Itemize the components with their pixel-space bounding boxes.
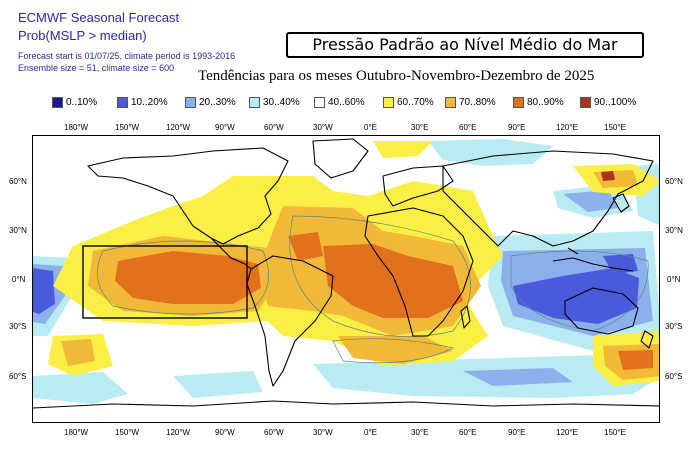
- legend-label: 20..30%: [199, 97, 236, 108]
- lon-label: 120°E: [556, 123, 578, 132]
- lon-label: 120°E: [556, 428, 578, 437]
- lon-label: 30°E: [411, 428, 429, 437]
- lon-label: 150°W: [115, 123, 140, 132]
- map-subtitle: Tendências para os meses Outubro-Novembr…: [198, 68, 595, 84]
- legend-label: 40..60%: [328, 97, 365, 108]
- legend-label: 90..100%: [594, 97, 637, 108]
- legend-swatch: [580, 97, 591, 108]
- legend-label: 0..10%: [66, 97, 98, 108]
- legend-swatch: [185, 97, 196, 108]
- legend-label: 60..70%: [397, 97, 434, 108]
- prob-band-30-40: [173, 371, 263, 398]
- lon-label: 180°W: [64, 123, 89, 132]
- probability-legend: 0..10% 10..20% 20..30% 30..40% 40..60% 6…: [52, 96, 652, 110]
- lat-label: 0°N: [667, 275, 681, 284]
- prob-band-60-70: [373, 141, 433, 158]
- prob-band-10-20: [603, 254, 638, 274]
- lat-label: 30°N: [665, 226, 683, 235]
- lon-label: 30°W: [313, 428, 333, 437]
- map-canvas: [33, 138, 659, 409]
- lon-label: 180°W: [64, 428, 89, 437]
- lon-label: 150°E: [604, 123, 626, 132]
- legend-swatch: [117, 97, 128, 108]
- lon-label: 120°W: [166, 428, 191, 437]
- lat-label: 0°N: [12, 275, 26, 284]
- legend-swatch: [314, 97, 325, 108]
- legend-label: 80..90%: [527, 97, 564, 108]
- lon-label: 60°E: [459, 428, 477, 437]
- prob-band-80-90: [115, 251, 261, 304]
- legend-swatch: [445, 97, 456, 108]
- lat-label: 60°N: [665, 177, 683, 186]
- legend-label: 10..20%: [131, 97, 168, 108]
- lon-label: 0°E: [364, 123, 377, 132]
- lon-label: 120°W: [166, 123, 191, 132]
- prob-band-90-100: [601, 171, 615, 181]
- prob-band-20-30: [563, 190, 618, 212]
- lon-label: 30°W: [313, 123, 333, 132]
- legend-swatch: [52, 97, 63, 108]
- lon-label: 90°E: [508, 123, 526, 132]
- lat-label: 30°N: [9, 226, 27, 235]
- lat-label: 60°N: [9, 177, 27, 186]
- header-forecast-start: Forecast start is 01/07/25, climate peri…: [18, 51, 236, 61]
- prob-band-30-40: [428, 139, 553, 166]
- lon-label: 150°W: [115, 428, 140, 437]
- prob-band-80-90: [288, 232, 323, 261]
- prob-band-30-40: [33, 372, 128, 404]
- highlight-region-box: [82, 245, 248, 319]
- legend-label: 30..40%: [263, 97, 300, 108]
- legend-label: 70..80%: [459, 97, 496, 108]
- legend-swatch: [249, 97, 260, 108]
- lat-label: 30°S: [665, 322, 683, 331]
- legend-swatch: [513, 97, 524, 108]
- lat-label: 60°S: [9, 372, 27, 381]
- contour-lines: [97, 215, 649, 364]
- lat-label: 60°S: [665, 372, 683, 381]
- lon-label: 30°E: [411, 123, 429, 132]
- prob-band-10-20: [33, 268, 55, 314]
- header-model-title: ECMWF Seasonal Forecast: [18, 10, 180, 25]
- prob-band-80-90: [618, 350, 653, 370]
- map-title: Pressão Padrão ao Nível Médio do Mar: [286, 32, 644, 58]
- lat-label: 30°S: [9, 322, 27, 331]
- lon-label: 60°E: [459, 123, 477, 132]
- lon-label: 60°W: [264, 428, 284, 437]
- lon-label: 90°W: [215, 123, 235, 132]
- prob-band-70-80: [61, 339, 95, 366]
- lon-label: 90°E: [508, 428, 526, 437]
- lon-label: 60°W: [264, 123, 284, 132]
- lon-label: 0°E: [364, 428, 377, 437]
- lon-label: 90°W: [215, 428, 235, 437]
- header-ensemble-size: Ensemble size = 51, climate size = 600: [18, 63, 175, 73]
- prob-band-80-90: [323, 244, 463, 318]
- prob-band-20-30: [463, 368, 573, 386]
- header-variable: Prob(MSLP > median): [18, 28, 147, 43]
- legend-swatch: [383, 97, 394, 108]
- lon-label: 150°E: [604, 428, 626, 437]
- prob-band-70-80: [338, 336, 453, 364]
- probability-map: [32, 135, 660, 423]
